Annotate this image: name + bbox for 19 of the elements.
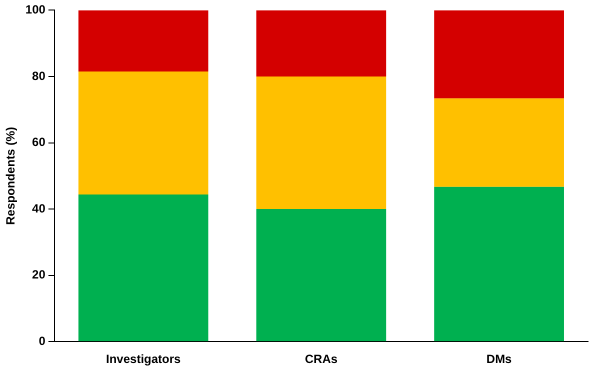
- x-tick-label: Investigators: [106, 352, 182, 366]
- x-tick-label: CRAs: [304, 352, 338, 366]
- y-tick-label: 60: [32, 135, 46, 150]
- bar: [78, 72, 208, 194]
- y-tick-label: 100: [25, 2, 46, 17]
- y-tick-label: 20: [32, 268, 46, 282]
- y-axis-title: Respondents (%): [4, 126, 18, 225]
- x-tick-label: DMs: [486, 352, 512, 366]
- y-tick-label: 80: [32, 68, 46, 83]
- bar: [256, 209, 386, 342]
- bar: [434, 186, 564, 342]
- bar: [256, 76, 386, 210]
- bar: [78, 10, 208, 72]
- y-tick-label: 40: [32, 201, 46, 216]
- bar: [434, 98, 564, 187]
- bar: [78, 194, 208, 342]
- y-tick-label: 0: [38, 334, 46, 348]
- bar: [434, 10, 564, 98]
- bar: [256, 10, 386, 76]
